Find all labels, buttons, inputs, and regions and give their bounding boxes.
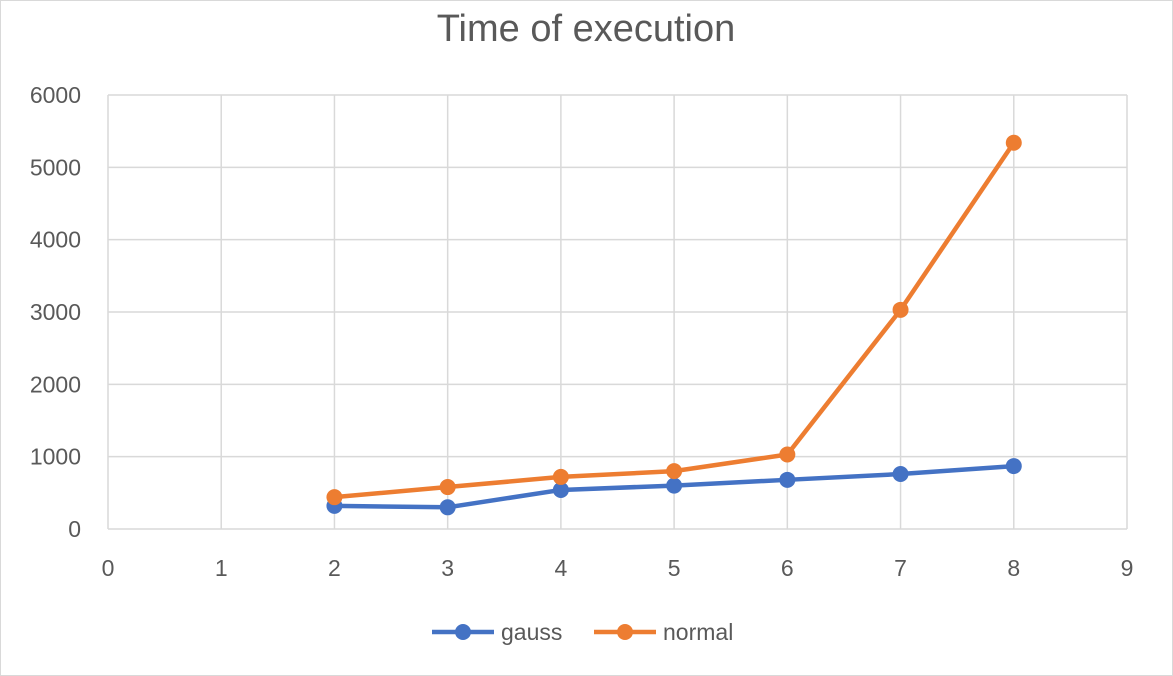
legend-item-normal: normal	[594, 619, 733, 645]
data-point-gauss	[779, 471, 796, 488]
data-point-gauss	[552, 481, 569, 498]
y-tick-label: 6000	[30, 82, 81, 108]
legend-item-gauss: gauss	[432, 619, 562, 645]
y-tick-label: 0	[68, 516, 81, 542]
x-tick-label: 5	[668, 555, 681, 581]
grid-layer	[107, 94, 1128, 530]
data-point-normal	[666, 463, 683, 480]
y-axis-ticks: 0 1000 2000 3000 4000 5000 6000	[30, 82, 81, 542]
data-point-gauss	[666, 477, 683, 494]
data-point-normal	[892, 301, 909, 318]
data-point-normal	[779, 446, 796, 463]
y-tick-label: 4000	[30, 227, 81, 253]
y-tick-label: 1000	[30, 444, 81, 470]
data-point-normal	[439, 479, 456, 496]
data-point-normal	[326, 489, 343, 506]
data-point-gauss	[439, 499, 456, 516]
y-tick-label: 3000	[30, 299, 81, 325]
legend: gauss normal	[432, 619, 733, 645]
series-layer	[326, 134, 1022, 516]
x-tick-label: 1	[215, 555, 228, 581]
chart-title: Time of execution	[437, 8, 736, 50]
x-tick-label: 7	[894, 555, 907, 581]
x-axis-ticks: 0 1 2 3 4 5 6 7 8 9	[102, 555, 1134, 581]
x-tick-label: 4	[554, 555, 567, 581]
x-tick-label: 2	[328, 555, 341, 581]
legend-swatch-marker	[455, 624, 471, 640]
data-point-gauss	[892, 466, 909, 483]
legend-label: gauss	[501, 619, 562, 645]
data-point-gauss	[1005, 458, 1022, 475]
legend-label: normal	[663, 619, 733, 645]
series-normal	[326, 134, 1022, 506]
y-tick-label: 2000	[30, 371, 81, 397]
x-tick-label: 9	[1121, 555, 1134, 581]
series-gauss	[326, 458, 1022, 516]
x-tick-label: 6	[781, 555, 794, 581]
x-tick-label: 8	[1007, 555, 1020, 581]
x-tick-label: 0	[102, 555, 115, 581]
data-point-normal	[552, 468, 569, 485]
y-tick-label: 5000	[30, 154, 81, 180]
data-point-normal	[1005, 134, 1022, 151]
legend-swatch-marker	[617, 624, 633, 640]
x-tick-label: 3	[441, 555, 454, 581]
